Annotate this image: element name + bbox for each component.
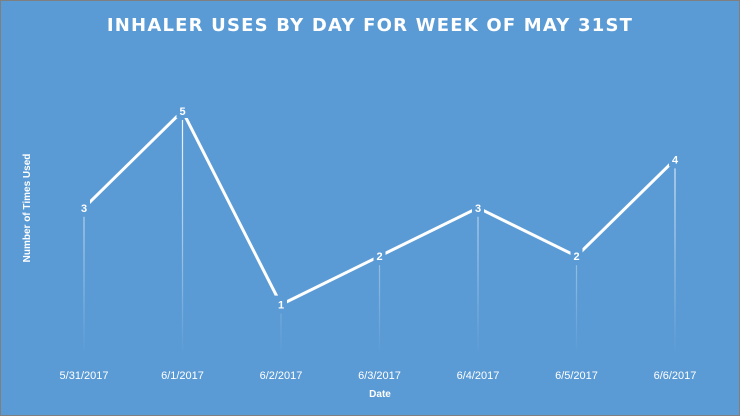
chart-title: INHALER USES BY DAY FOR WEEK OF MAY 31ST — [107, 15, 633, 36]
x-tick-label: 6/2/2017 — [260, 370, 303, 382]
data-label: 3 — [475, 203, 481, 215]
data-label: 4 — [672, 154, 679, 166]
data-labels: 3 5 1 2 3 2 4 — [78, 102, 681, 312]
y-axis-title: Number of Times Used — [22, 154, 33, 263]
data-label: 5 — [179, 106, 185, 118]
drop-lines — [83, 120, 676, 353]
data-label-background — [275, 295, 287, 312]
data-label: 1 — [278, 300, 284, 312]
data-label-background — [176, 102, 189, 118]
data-label-background — [78, 198, 90, 215]
data-label-background — [472, 198, 484, 215]
data-label: 2 — [376, 251, 382, 263]
data-label-background — [669, 150, 681, 167]
x-tick-label: 6/5/2017 — [555, 370, 598, 382]
x-tick-label: 6/4/2017 — [457, 370, 500, 382]
x-axis-title: Date — [369, 389, 391, 400]
x-tick-label: 6/1/2017 — [161, 370, 204, 382]
x-tick-label: 6/3/2017 — [358, 370, 401, 382]
x-axis-tick-labels: 5/31/2017 6/1/2017 6/2/2017 6/3/2017 6/4/201… — [60, 370, 697, 382]
data-label: 3 — [81, 203, 87, 215]
x-tick-label: 5/31/2017 — [60, 370, 109, 382]
data-label: 2 — [573, 251, 579, 263]
data-label-background — [373, 247, 386, 264]
data-label-background — [570, 247, 583, 264]
x-tick-label: 6/6/2017 — [654, 370, 697, 382]
